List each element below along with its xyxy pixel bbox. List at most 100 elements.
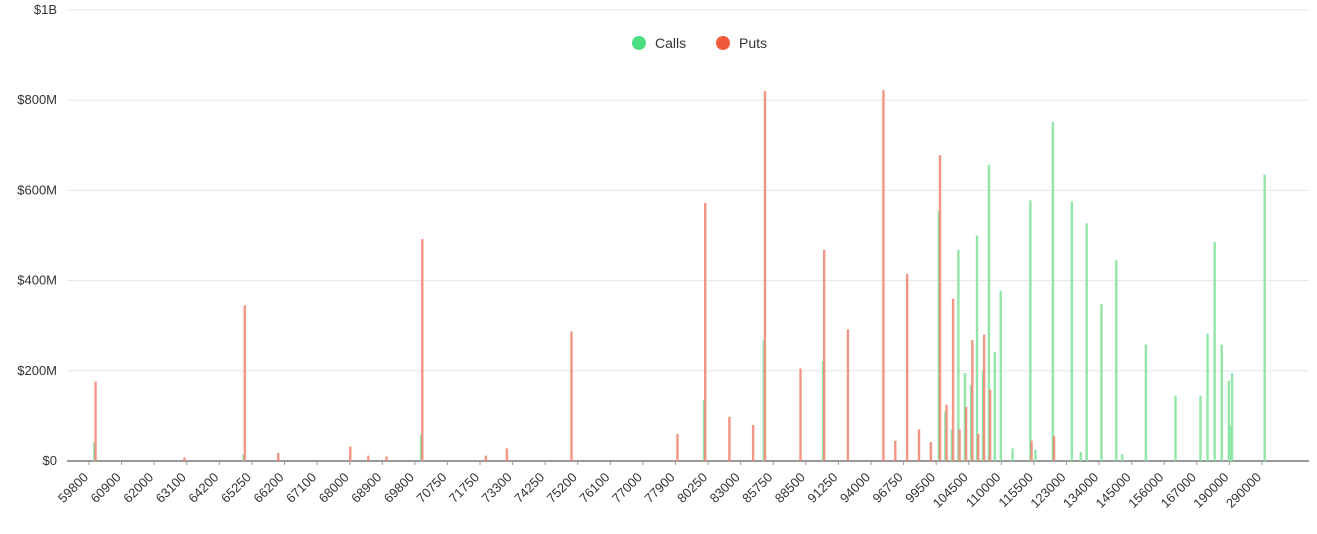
x-tick-label: 134000 bbox=[1060, 470, 1101, 511]
bar-calls[interactable] bbox=[1100, 304, 1103, 461]
bar-puts[interactable] bbox=[938, 155, 942, 461]
bar-puts[interactable] bbox=[349, 446, 352, 461]
bar-calls[interactable] bbox=[1011, 448, 1014, 461]
legend-puts-marker bbox=[716, 36, 730, 50]
legend[interactable]: Calls Puts bbox=[632, 35, 767, 51]
bar-puts[interactable] bbox=[704, 203, 707, 461]
bar-puts[interactable] bbox=[94, 381, 97, 461]
bar-calls[interactable] bbox=[975, 235, 979, 462]
x-tick-label: 290000 bbox=[1223, 470, 1264, 511]
bar-calls[interactable] bbox=[1206, 333, 1209, 461]
x-tick-label: 80250 bbox=[674, 470, 710, 506]
bar-calls[interactable] bbox=[1051, 121, 1055, 461]
bar-calls[interactable] bbox=[1085, 223, 1088, 461]
x-tick-label: 68900 bbox=[348, 470, 384, 506]
x-tick-label: 71750 bbox=[446, 470, 482, 506]
bar-puts[interactable] bbox=[570, 331, 573, 461]
bar-puts[interactable] bbox=[421, 239, 424, 461]
x-tick-label: 88500 bbox=[772, 470, 808, 506]
x-tick-label: 167000 bbox=[1158, 470, 1199, 511]
bar-calls[interactable] bbox=[1120, 454, 1124, 461]
bar-puts[interactable] bbox=[958, 429, 961, 461]
bar-puts[interactable] bbox=[988, 389, 992, 461]
x-tick-label: 68000 bbox=[316, 470, 352, 506]
bar-calls[interactable] bbox=[993, 351, 997, 461]
bar-calls[interactable] bbox=[957, 249, 960, 461]
bar-puts[interactable] bbox=[676, 433, 679, 461]
y-tick-label: $0 bbox=[43, 453, 57, 468]
bar-calls[interactable] bbox=[1199, 395, 1202, 461]
bar-puts[interactable] bbox=[951, 298, 955, 461]
bar-calls[interactable] bbox=[1174, 395, 1177, 461]
x-tick-label: 74250 bbox=[511, 470, 547, 506]
bar-calls[interactable] bbox=[1229, 425, 1232, 461]
x-tick-label: 62000 bbox=[120, 470, 156, 506]
bar-calls[interactable] bbox=[1263, 174, 1266, 461]
bar-puts[interactable] bbox=[728, 416, 731, 461]
x-tick-label: 59800 bbox=[55, 470, 91, 506]
bar-puts[interactable] bbox=[917, 429, 921, 461]
x-tick-label: 65250 bbox=[218, 470, 254, 506]
bar-puts[interactable] bbox=[385, 456, 388, 461]
bar-calls[interactable] bbox=[1144, 344, 1148, 461]
bar-puts[interactable] bbox=[982, 334, 986, 461]
bar-puts[interactable] bbox=[367, 455, 370, 461]
bar-calls[interactable] bbox=[1220, 344, 1223, 461]
bar-calls[interactable] bbox=[1034, 449, 1037, 461]
bar-puts[interactable] bbox=[964, 406, 968, 461]
bar-puts[interactable] bbox=[505, 448, 509, 461]
bar-puts[interactable] bbox=[484, 455, 488, 461]
bar-puts[interactable] bbox=[971, 340, 974, 461]
y-tick-label: $800M bbox=[17, 92, 57, 107]
x-tick-label: 75200 bbox=[544, 470, 580, 506]
bar-puts[interactable] bbox=[751, 424, 755, 461]
x-tick-label: 190000 bbox=[1190, 470, 1231, 511]
x-tick-label: 69800 bbox=[381, 470, 417, 506]
bar-puts[interactable] bbox=[846, 329, 850, 461]
x-tick-label: 77000 bbox=[609, 470, 645, 506]
x-axis: 5980060900620006310064200652506620067100… bbox=[55, 461, 1264, 511]
bar-puts[interactable] bbox=[905, 273, 909, 461]
bar-puts[interactable] bbox=[277, 452, 280, 461]
bar-puts[interactable] bbox=[1030, 440, 1033, 461]
bars bbox=[93, 89, 1266, 462]
x-tick-label: 96750 bbox=[870, 470, 906, 506]
y-tick-label: $1B bbox=[34, 2, 57, 17]
x-tick-label: 64200 bbox=[185, 470, 221, 506]
bar-puts[interactable] bbox=[945, 404, 948, 462]
bar-puts[interactable] bbox=[1052, 436, 1056, 461]
bar-puts[interactable] bbox=[799, 368, 802, 461]
bar-calls[interactable] bbox=[1227, 380, 1231, 461]
legend-item-puts[interactable]: Puts bbox=[716, 35, 767, 51]
bar-calls[interactable] bbox=[999, 290, 1002, 461]
bar-calls[interactable] bbox=[1115, 260, 1118, 461]
bar-calls[interactable] bbox=[1079, 451, 1082, 461]
x-tick-label: 94000 bbox=[837, 470, 873, 506]
gridlines bbox=[67, 9, 1309, 462]
bar-puts[interactable] bbox=[763, 91, 767, 462]
bar-puts[interactable] bbox=[894, 440, 897, 461]
bar-puts[interactable] bbox=[929, 442, 933, 461]
x-tick-label: 70750 bbox=[413, 470, 449, 506]
x-tick-label: 123000 bbox=[1027, 470, 1068, 511]
bar-calls[interactable] bbox=[987, 164, 991, 461]
bar-calls[interactable] bbox=[1070, 201, 1074, 461]
y-axis: $0 $200M $400M $600M $800M $1B bbox=[17, 2, 57, 468]
bar-puts[interactable] bbox=[977, 433, 980, 461]
x-tick-label: 110000 bbox=[963, 470, 1004, 511]
bar-puts[interactable] bbox=[882, 89, 885, 461]
bar-calls[interactable] bbox=[1029, 200, 1032, 461]
bar-puts[interactable] bbox=[183, 457, 186, 461]
x-tick-label: 66200 bbox=[250, 470, 286, 506]
bar-puts[interactable] bbox=[823, 249, 826, 461]
x-tick-label: 63100 bbox=[153, 470, 189, 506]
y-tick-label: $600M bbox=[17, 182, 57, 197]
y-tick-label: $400M bbox=[17, 273, 57, 288]
bar-puts[interactable] bbox=[243, 305, 246, 461]
x-tick-label: 67100 bbox=[283, 470, 319, 506]
legend-item-calls[interactable]: Calls bbox=[632, 35, 686, 51]
legend-puts-label: Puts bbox=[739, 35, 767, 51]
bar-calls[interactable] bbox=[1213, 242, 1216, 461]
bar-calls[interactable] bbox=[1230, 373, 1234, 461]
